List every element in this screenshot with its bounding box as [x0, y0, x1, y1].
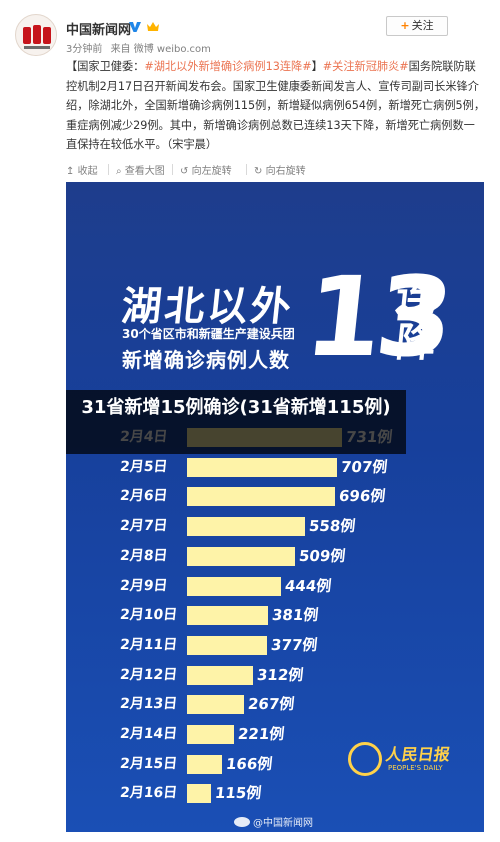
avatar[interactable]: [15, 14, 57, 56]
bar-row: 2月8日 509例: [66, 545, 484, 567]
headline-text: 31省新增15例确诊(31省新增115例): [81, 397, 391, 418]
post-text-part: 国务院联防联控机制2月17日召开新闻发布会。国家卫生健康委新闻发言人、宣传司副司…: [66, 60, 486, 151]
vip-crown-icon: [147, 22, 159, 31]
bar-date-label: 2月10日: [119, 607, 179, 624]
peoples-daily-name: 人民日报: [384, 745, 452, 764]
bar-date-label: 2月14日: [119, 726, 179, 742]
bar-date-label: 2月11日: [119, 636, 179, 653]
bar-value-label: 221例: [237, 725, 286, 743]
bar-row: 2月12日 312例: [66, 664, 484, 686]
post-meta: 3分钟前 来自 微博 weibo.com: [66, 40, 216, 55]
bar-date-label: 2月12日: [119, 666, 179, 683]
magnifier-icon: ⌕: [116, 166, 122, 177]
bar: [187, 725, 234, 744]
collapse-action[interactable]: ↥ 收起: [66, 162, 98, 177]
bar: [187, 576, 281, 596]
bar-value-label: 312例: [256, 665, 305, 684]
bar-date-label: 2月5日: [119, 458, 169, 475]
view-large-action[interactable]: ⌕ 查看大图: [116, 162, 165, 177]
post-time[interactable]: 3分钟前: [66, 44, 103, 55]
title-char: 连: [393, 274, 439, 320]
divider: [108, 164, 109, 175]
watermark-text: @中国新闻网: [253, 818, 313, 829]
bar: [187, 487, 335, 507]
infographic-title-right: 连 降: [393, 274, 446, 366]
collapse-label: 收起: [77, 166, 98, 177]
rotate-right-label: 向右旋转: [265, 166, 306, 177]
bar-date-label: 2月6日: [119, 488, 169, 505]
bar-row: 2月6日 696例: [66, 485, 484, 507]
bar: [187, 784, 211, 804]
bar: [187, 665, 253, 685]
verified-icon: [129, 22, 141, 32]
bar-value-label: 509例: [298, 546, 347, 565]
rotate-right-action[interactable]: ↻ 向右旋转: [254, 162, 306, 177]
bar-date-label: 2月16日: [119, 785, 179, 802]
bar: [187, 517, 305, 537]
divider: [172, 164, 173, 175]
bar-date-label: 2月13日: [119, 696, 179, 713]
title-char: 降: [393, 320, 439, 366]
hashtag-link[interactable]: #湖北以外新增确诊病例13连降#: [144, 60, 312, 73]
bar: [187, 606, 268, 626]
bar-row: 2月11日 377例: [66, 634, 484, 656]
bar-row: 2月16日 115例: [66, 782, 484, 804]
bar-value-label: 444例: [284, 576, 333, 595]
headline-overlay: 31省新增15例确诊(31省新增115例): [66, 390, 406, 454]
view-large-label: 查看大图: [124, 166, 165, 177]
chinanews-logo-icon: [17, 16, 56, 55]
divider: [246, 164, 247, 175]
bar-date-label: 2月8日: [119, 547, 169, 564]
bar: [187, 546, 295, 566]
peoples-daily-logo: 人民日报 PEOPLE'S DAILY: [348, 738, 468, 780]
infographic-image[interactable]: 湖北以外 13 连 降 30个省区市和新疆生产建设兵团 新增确诊病例人数 2月4…: [66, 182, 484, 832]
bar-row: 2月7日 558例: [66, 515, 484, 537]
plus-icon: +: [400, 19, 410, 32]
post-header: 中国新闻网 3分钟前 来自 微博 weibo.com + 关注: [0, 0, 500, 58]
bar-value-label: 267例: [247, 695, 296, 714]
bar: [187, 695, 244, 715]
bar: [187, 635, 267, 655]
bar-value-label: 377例: [270, 635, 319, 654]
rotate-left-action[interactable]: ↺ 向左旋转: [180, 162, 232, 177]
bar-row: 2月9日 444例: [66, 575, 484, 597]
follow-button[interactable]: + 关注: [386, 16, 448, 36]
rotate-right-icon: ↻: [254, 166, 263, 177]
bar-date-label: 2月9日: [119, 577, 169, 594]
bar-row: 2月10日 381例: [66, 604, 484, 626]
hashtag-link[interactable]: #关注新冠肺炎#: [322, 60, 409, 73]
bar-value-label: 558例: [308, 517, 357, 536]
post-text-part: 【国家卫健委：: [66, 60, 145, 73]
infographic-subtitle: 30个省区市和新疆生产建设兵团: [122, 327, 295, 341]
author-name[interactable]: 中国新闻网: [66, 23, 132, 38]
post-text-part: 】: [311, 60, 323, 73]
bar-row: 2月15日 166例: [66, 753, 484, 775]
bar-date-label: 2月7日: [119, 518, 169, 535]
infographic-title: 湖北以外: [119, 284, 296, 330]
rotate-left-label: 向左旋转: [191, 166, 232, 177]
collapse-icon: ↥: [66, 166, 75, 177]
post-source: 来自 微博 weibo.com: [110, 44, 211, 55]
bar-value-label: 707例: [340, 457, 389, 476]
peoples-daily-emblem-icon: [348, 742, 382, 776]
bar-row: 2月14日 221例: [66, 723, 484, 745]
post-text: 【国家卫健委：#湖北以外新增确诊病例13连降#】#关注新冠肺炎#国务院联防联控机…: [66, 57, 486, 155]
bar-row: 2月5日 707例: [66, 456, 484, 478]
bar-value-label: 115例: [214, 784, 263, 803]
bar: [187, 754, 222, 774]
bar-date-label: 2月15日: [119, 755, 179, 772]
peoples-daily-english: PEOPLE'S DAILY: [388, 764, 443, 772]
weibo-logo-icon: [234, 817, 250, 827]
follow-label: 关注: [411, 19, 434, 32]
bar: [187, 457, 337, 477]
infographic-title-sub: 新增确诊病例人数: [122, 348, 290, 372]
bar-value-label: 166例: [225, 754, 274, 773]
rotate-left-icon: ↺: [180, 166, 189, 177]
bar-value-label: 381例: [271, 606, 320, 625]
bar-value-label: 696例: [338, 487, 387, 506]
watermark: @中国新闻网: [234, 814, 313, 829]
bar-row: 2月13日 267例: [66, 693, 484, 715]
